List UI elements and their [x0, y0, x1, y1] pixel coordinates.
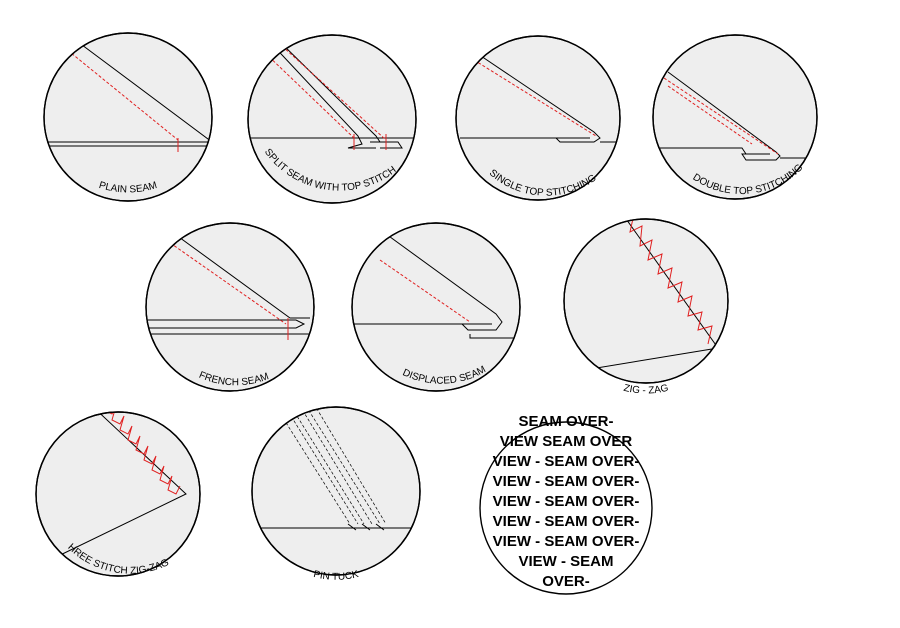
pin-tuck-diagram: PIN TUCK: [251, 406, 421, 583]
displaced-seam-diagram: DISPLACED SEAM: [351, 222, 521, 392]
overview-line: VIEW - SEAM OVER-: [492, 533, 640, 550]
overview-line: VIEW - SEAM OVER-: [492, 513, 640, 530]
pin-tuck-label: PIN TUCK: [312, 569, 360, 583]
overview-text: SEAM OVER- VIEW SEAM OVER VIEW - SEAM OV…: [476, 412, 656, 592]
overview-line: VIEW - SEAM OVER-: [492, 453, 640, 470]
overview-line: VIEW SEAM OVER: [499, 433, 633, 450]
plain-seam-diagram: PLAIN SEAM: [43, 32, 213, 202]
single-top-stitching-diagram: SINGLE TOP STITCHING: [455, 35, 621, 201]
zig-zag-label: ZIG - ZAG: [622, 383, 669, 397]
plain-seam-label: PLAIN SEAM: [98, 180, 159, 195]
double-top-stitching-diagram: DOUBLE TOP STITCHING: [652, 34, 818, 200]
french-seam-diagram: FRENCH SEAM: [145, 222, 315, 392]
overview-line: VIEW - SEAM: [518, 553, 614, 570]
zig-zag-diagram: ZIG - ZAG: [563, 218, 729, 397]
overview-line: VIEW - SEAM OVER-: [492, 473, 640, 490]
overview-line: SEAM OVER-: [518, 413, 614, 430]
overview-line: OVER-: [542, 573, 590, 590]
split-seam-diagram: SPLIT SEAM WITH TOP STITCH: [247, 34, 417, 204]
overview-circle: [479, 421, 653, 595]
overview-line: VIEW - SEAM OVER-: [492, 493, 640, 510]
